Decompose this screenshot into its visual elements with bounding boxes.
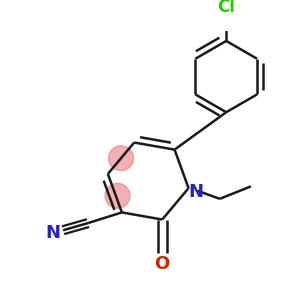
- Text: N: N: [45, 224, 60, 242]
- Text: O: O: [154, 255, 170, 273]
- Text: Cl: Cl: [217, 0, 235, 16]
- Circle shape: [105, 183, 130, 208]
- Text: N: N: [188, 183, 203, 201]
- Circle shape: [109, 146, 134, 171]
